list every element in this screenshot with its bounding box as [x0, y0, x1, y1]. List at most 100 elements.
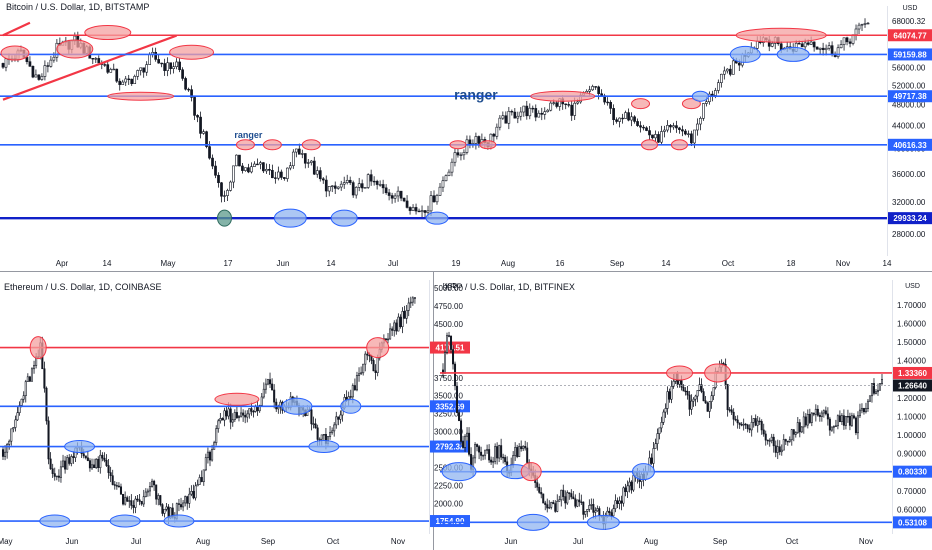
xrp-candle-body [488, 449, 491, 461]
xrp-candle-body [878, 383, 881, 391]
btc-candle-body [291, 151, 295, 167]
xrp-candle-body [586, 509, 589, 512]
btc-candle-body [435, 195, 439, 203]
eth-currency-label: USD [443, 283, 458, 290]
btc-candle-body [115, 68, 119, 82]
xrp-candle-body [734, 418, 737, 421]
eth-y-tick-label: 4500.00 [434, 320, 463, 329]
xrp-candle-body [772, 436, 775, 447]
btc-candle-body [157, 59, 160, 64]
btc-candle-body [288, 165, 292, 169]
btc-candle-body [414, 207, 418, 212]
xrp-candle-body [778, 446, 781, 453]
eth-candle-body [194, 485, 197, 499]
btc-annotation: ranger [454, 87, 498, 103]
eth-candle-body [144, 491, 147, 497]
eth-marker-ellipse [64, 440, 96, 454]
xrp-candle-body [520, 446, 523, 450]
btc-marker-ellipse [301, 139, 321, 151]
xrp-x-tick-label: Aug [644, 537, 658, 546]
xrp-candle-body [594, 510, 597, 513]
btc-candle-body [124, 78, 128, 83]
eth-candle-body [407, 302, 410, 311]
xrp-candle-body [556, 500, 559, 512]
eth-candle-body [331, 430, 334, 433]
btc-candle-body [728, 68, 732, 75]
btc-annotation: ranger [234, 130, 263, 140]
xrp-candle-body [670, 386, 673, 400]
btc-candle-body [390, 195, 394, 199]
xrp-candle-body [578, 499, 581, 503]
eth-candle-body [190, 491, 193, 495]
btc-candle-body [202, 131, 205, 134]
btc-candle-body [405, 200, 409, 208]
xrp-candle-body [448, 335, 451, 337]
eth-candle-body [1, 449, 5, 457]
btc-candle-body [845, 37, 849, 43]
eth-candle-body [72, 456, 75, 458]
btc-candle-body [657, 134, 660, 143]
btc-candle-body [528, 107, 532, 117]
btc-candle-body [184, 78, 187, 90]
btc-candle-body [265, 169, 268, 172]
eth-candle-body [364, 353, 367, 365]
xrp-candle-body [864, 408, 867, 413]
btc-candle-body [375, 180, 379, 185]
xrp-candle-body [740, 424, 743, 426]
eth-candle-body [242, 412, 245, 416]
eth-candle-body [4, 451, 7, 457]
btc-candle-body [636, 121, 639, 126]
xrp-candle-body [700, 384, 703, 392]
eth-candle-body [130, 500, 133, 506]
xrp-candle-body [560, 489, 563, 501]
eth-candle-body [223, 410, 226, 421]
eth-candle-body [186, 496, 189, 504]
btc-candle-body [681, 129, 684, 132]
btc-candle-body [139, 67, 143, 71]
btc-candle-body [663, 129, 666, 132]
btc-candle-body [597, 86, 600, 95]
xrp-candle-body [818, 414, 821, 417]
xrp-candle-body [524, 445, 527, 449]
btc-candle-body [591, 86, 594, 91]
eth-candle-body [128, 500, 131, 502]
eth-candle-body [20, 398, 23, 406]
btc-candle-body [525, 105, 529, 117]
xrp-candle-body [836, 415, 839, 427]
eth-candle-body [159, 495, 162, 505]
xrp-candle-body [562, 489, 565, 497]
btc-candle-body [250, 166, 253, 173]
xrp-candle-body [826, 413, 829, 420]
btc-candle-body [297, 148, 301, 155]
btc-candle-body [112, 68, 116, 71]
btc-candle-body [214, 165, 217, 176]
btc-candle-body [863, 23, 867, 25]
btc-candle-body [229, 181, 232, 191]
btc-candle-body [818, 47, 822, 50]
eth-candle-body [14, 419, 17, 428]
eth-candle-body [399, 316, 402, 327]
xrp-candle-body [574, 498, 577, 507]
btc-candle-body [567, 104, 571, 106]
btc-candle-body [513, 111, 517, 119]
xrp-candle-body [728, 409, 731, 411]
xrp-candle-body [872, 383, 875, 394]
eth-candle-body [246, 413, 249, 418]
xrp-marker-ellipse [586, 514, 620, 530]
xrp-candle-body [460, 420, 463, 442]
eth-y-tick-label: 5000.00 [434, 284, 463, 293]
xrp-candle-body [656, 433, 659, 445]
eth-candle-body [372, 360, 375, 372]
xrp-candle-body [612, 508, 615, 517]
btc-candle-body [731, 60, 735, 75]
btc-candle-body [672, 125, 675, 128]
eth-candle-body [59, 466, 62, 478]
eth-candle-body [33, 365, 36, 370]
xrp-candle-body [822, 410, 825, 414]
btc-x-tick-label: May [160, 259, 175, 268]
btc-candle-body [699, 118, 702, 125]
xrp-marker-ellipse [704, 363, 732, 383]
xrp-candle-body [706, 402, 709, 412]
eth-marker-ellipse [281, 397, 313, 415]
xrp-candle-body [696, 390, 699, 397]
